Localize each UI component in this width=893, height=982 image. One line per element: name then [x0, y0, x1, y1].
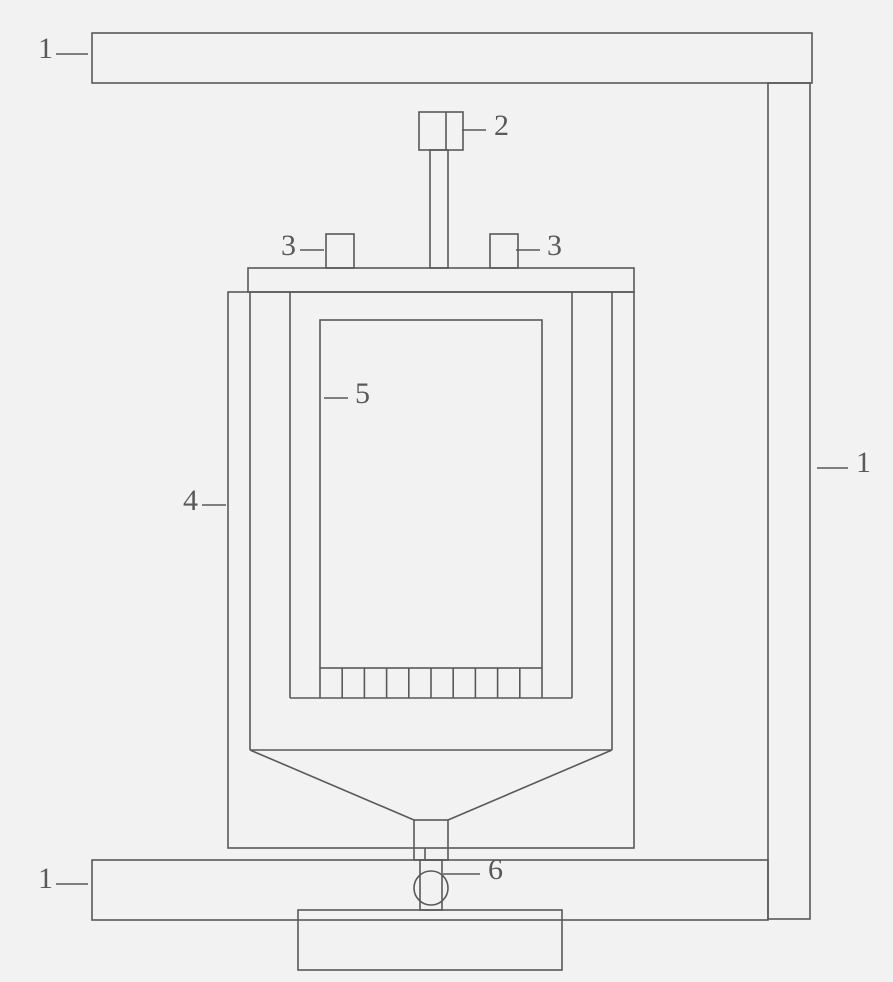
frame-bottom-bar: [92, 860, 768, 920]
frame-right-leg: [768, 83, 810, 919]
motor-shaft: [430, 150, 448, 268]
funnel-right: [448, 750, 612, 820]
port-right: [490, 234, 518, 268]
funnel-left: [250, 750, 414, 820]
outer-vessel: [228, 292, 634, 848]
label-port_left: 3: [281, 229, 296, 262]
drain-neck: [414, 820, 448, 860]
vessel-lid: [248, 268, 634, 292]
port-left: [326, 234, 354, 268]
label-motor: 2: [494, 109, 509, 142]
label-outer: 4: [183, 484, 198, 517]
label-frame_tl: 1: [38, 32, 53, 65]
inner-cavity: [320, 320, 542, 668]
label-inner: 5: [355, 377, 370, 410]
label-frame_r: 1: [856, 446, 871, 479]
frame-base-block: [298, 910, 562, 970]
label-frame_bl: 1: [38, 862, 53, 895]
valve-ball: [414, 871, 448, 905]
motor-housing: [419, 112, 463, 150]
frame-top-bar: [92, 33, 812, 83]
label-valve: 6: [488, 853, 503, 886]
diagram-canvas: 1 1 1 2 3 3 4 5 6: [0, 0, 893, 982]
label-port_right: 3: [547, 229, 562, 262]
